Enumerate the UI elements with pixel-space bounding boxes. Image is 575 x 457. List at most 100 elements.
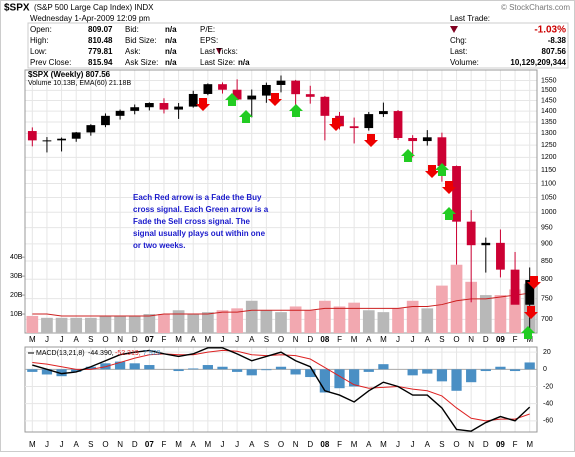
x-tick-label: S: [264, 335, 269, 344]
macd-histogram-bar: [466, 369, 477, 383]
annotation: Fade the Sell cross signal. The: [133, 217, 250, 226]
x-tick-label: M: [175, 440, 182, 449]
volume-bar: [392, 308, 404, 333]
macd-histogram-bar: [85, 366, 96, 370]
x-tick-label: J: [235, 440, 239, 449]
macd-histogram-bar: [334, 369, 345, 389]
x-tick-label: A: [366, 440, 372, 449]
macd-histogram-bar: [305, 369, 316, 378]
red-arrow: [442, 181, 456, 194]
x-tick-label: J: [220, 440, 224, 449]
tick-arrow: [216, 48, 222, 54]
datetime: Wednesday 1-Apr-2009 12:09 pm: [30, 14, 150, 23]
x-tick-label: 08: [320, 335, 329, 344]
volume-bar: [436, 285, 448, 333]
y-tick-label: 1150: [541, 167, 556, 174]
volume-bar: [509, 289, 521, 333]
macd-histogram-bar: [56, 369, 67, 377]
volume-bar: [494, 295, 507, 333]
macd-histogram-bar: [319, 369, 331, 393]
x-tick-label: A: [425, 335, 431, 344]
green-arrow: [401, 149, 415, 162]
candle-body: [101, 115, 110, 126]
macd-histogram-bar: [275, 366, 287, 370]
volume-bar: [128, 315, 141, 333]
x-tick-label: M: [380, 335, 387, 344]
y-tick-label: 800: [541, 276, 553, 283]
x-tick-label: 07: [145, 335, 154, 344]
candle-body: [86, 125, 96, 133]
volume: 10,129,209,344: [510, 58, 566, 67]
x-tick-label: M: [205, 440, 212, 449]
x-tick-label: F: [513, 440, 518, 449]
y-tick-label: 900: [541, 241, 553, 248]
red-arrow: [425, 165, 439, 178]
macd-histogram-bar: [349, 369, 360, 387]
x-tick-label: J: [411, 440, 415, 449]
candle-body: [115, 110, 125, 116]
x-tick-label: M: [526, 335, 533, 344]
macd-histogram-bar: [129, 363, 140, 370]
candle-body: [276, 80, 286, 85]
x-tick-label: A: [74, 440, 80, 449]
macd-histogram-bar: [451, 369, 462, 391]
x-tick-label: J: [235, 335, 239, 344]
x-tick-label: J: [411, 335, 415, 344]
quote-cell: Bid:: [125, 25, 139, 34]
volume-bar: [26, 315, 39, 333]
annotation: Each Red arrow is a Fade the Buy: [133, 193, 262, 202]
candle-body: [232, 89, 242, 100]
candle-body: [452, 166, 461, 222]
quote-cell: 809.07: [88, 25, 113, 34]
x-tick-label: M: [29, 335, 36, 344]
x-tick-label: 09: [496, 335, 505, 344]
macd-histogram-bar: [524, 362, 535, 370]
x-tick-label: N: [293, 335, 299, 344]
x-tick-label: O: [453, 440, 459, 449]
x-tick-label: N: [468, 335, 474, 344]
macd-histogram-bar: [363, 369, 374, 372]
y-tick-label: 700: [541, 316, 553, 323]
quote-cell: n/a: [238, 58, 250, 67]
candle-body: [159, 103, 169, 110]
volume-bar: [245, 300, 258, 333]
volume-bar: [114, 315, 126, 333]
candle-body: [320, 96, 330, 116]
quote-cell: 810.48: [88, 36, 113, 45]
x-tick-label: J: [220, 335, 224, 344]
quote-box: [27, 22, 569, 69]
macd-label: MACD(13,21,8): [36, 350, 85, 357]
x-tick-label: F: [162, 335, 167, 344]
x-tick-label: J: [396, 440, 400, 449]
candle-body: [379, 111, 388, 115]
down-triangle: [450, 26, 458, 33]
candle-body: [437, 137, 447, 167]
y-tick-label: 1500: [541, 87, 557, 94]
candle-body: [130, 107, 140, 111]
macd-histogram-bar: [246, 369, 257, 376]
hist-value: 7.929: [143, 350, 161, 357]
macd-histogram-bar: [480, 369, 491, 372]
x-tick-label: D: [483, 335, 489, 344]
change-pct: -1.03%: [534, 25, 566, 36]
x-tick-label: M: [380, 440, 387, 449]
x-tick-label: A: [191, 440, 197, 449]
chg: -8.38: [548, 36, 567, 45]
annotation: or two weeks.: [133, 241, 185, 250]
x-tick-label: S: [439, 440, 444, 449]
x-tick-label: 07: [145, 440, 154, 449]
macd-tick-label: 20: [543, 349, 551, 356]
macd-tick-label: -60: [543, 418, 553, 425]
volume-bar: [231, 308, 243, 333]
macd-tick-label: -40: [543, 401, 553, 408]
signal-value: -52.319,: [115, 350, 141, 357]
candle-body: [188, 93, 198, 107]
quote-cell: n/a: [165, 58, 177, 67]
volume-bar: [319, 300, 331, 333]
x-tick-label: A: [249, 335, 255, 344]
x-tick-label: O: [453, 335, 459, 344]
macd-histogram-bar: [71, 369, 82, 372]
quote-cell: EPS:: [200, 36, 218, 45]
macd-histogram-bar: [261, 369, 272, 371]
volume-bar: [289, 306, 302, 333]
